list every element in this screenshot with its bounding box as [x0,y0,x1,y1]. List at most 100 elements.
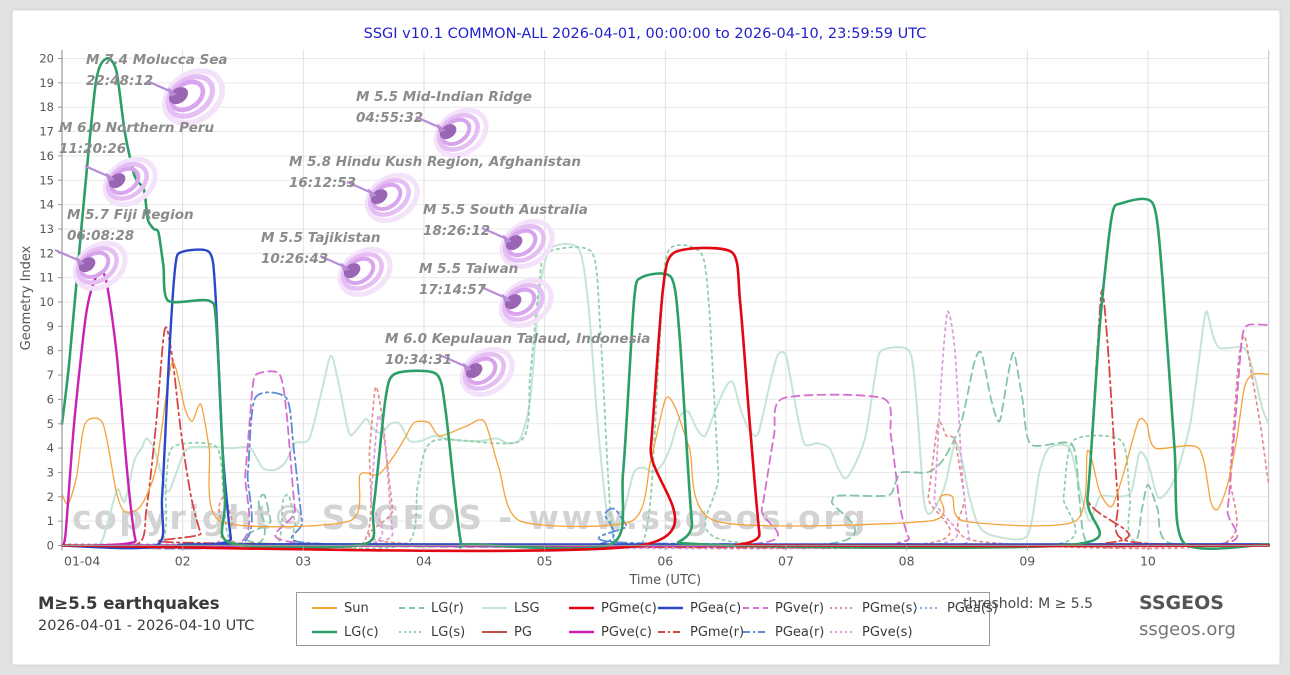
quake-label: M 5.7 Fiji Region [67,207,194,223]
legend-label: PGme(r) [690,624,745,640]
legend-label: PG [514,624,532,640]
legend-item-PGme(s): PGme(s) [829,601,918,616]
svg-text:09: 09 [1019,554,1035,569]
series-PGve(r) [61,323,1270,550]
legend-label: PGme(s) [862,600,918,616]
quake-annotation: M 6.0 Kepulauan Talaud, Indonesia 10:34:3… [385,329,650,371]
svg-text:15: 15 [39,173,54,187]
series-LG(r) [61,350,1270,549]
legend-item-PGve(c): PGve(c) [568,625,657,640]
svg-text:7: 7 [47,368,54,382]
earthquake-markers [54,68,555,397]
legend-swatch [399,607,424,609]
series-LSG [61,242,1270,548]
legend-item-PGme(r): PGme(r) [657,624,745,640]
legend-item-LG(r): LG(r) [398,601,481,616]
svg-text:4: 4 [47,441,54,455]
quake-spiral-icon [459,346,515,397]
legend-swatch [482,631,507,633]
quake-annotation: M 6.0 Northern Peru 11:20:26 [59,118,214,160]
chart-title: SSGI v10.1 COMMON-ALL 2026-04-01, 00:00:… [363,26,927,42]
series-PGea(c) [60,248,1270,550]
quake-time: 22:48:12 [86,73,154,89]
chart-card [12,10,1280,665]
svg-text:02: 02 [175,554,191,569]
legend-swatch [569,630,594,634]
svg-text:04: 04 [416,554,432,569]
series-Sun [61,361,1270,528]
quake-label: M 7.4 Molucca Sea [86,52,228,68]
legend-label: PGme(c) [601,600,657,616]
svg-text:06: 06 [657,554,673,569]
svg-text:19: 19 [39,76,54,90]
legend-item-PGea(s): PGea(s) [914,601,998,616]
quake-spiral-icon [162,68,226,126]
quake-spiral-icon [102,156,158,207]
svg-text:6: 6 [47,392,54,406]
svg-text:11: 11 [39,271,54,285]
svg-text:5: 5 [47,417,54,431]
quake-time: 18:26:12 [423,223,491,239]
events-title: M≥5.5 earthquakes [38,594,220,613]
quake-annotation: M 5.5 Taiwan 17:14:57 [419,259,518,301]
quake-annotation: M 5.8 Hindu Kush Region, Afghanistan 16:1… [289,152,581,194]
quake-time: 10:34:31 [385,352,453,368]
legend: Sun LG(r) LSG PGme(c) PGea(c) PGve(r) PGme(s) P… [296,592,998,646]
svg-text:9: 9 [47,319,54,333]
quake-label: M 5.5 Tajikistan [261,230,381,246]
legend-swatch [569,606,594,610]
svg-text:12: 12 [39,246,54,260]
quake-spiral-icon [498,277,554,328]
quake-spiral-icon [364,172,420,223]
legend-label: LG(r) [431,600,464,616]
legend-item-PGve(s): PGve(s) [829,625,914,640]
quake-time: 11:20:26 [59,141,127,157]
quake-label: M 6.0 Kepulauan Talaud, Indonesia [385,331,651,347]
svg-text:3: 3 [47,465,54,479]
quake-time: 16:12:53 [289,175,357,191]
svg-text:14: 14 [39,198,54,212]
quake-spiral-icon [499,218,555,269]
legend-item-Sun: Sun [311,601,398,616]
quake-spiral-icon [433,107,489,158]
legend-label: Sun [344,600,369,616]
legend-item-LG(s): LG(s) [398,625,481,640]
legend-item-LSG: LSG [481,601,568,616]
legend-swatch [915,607,940,609]
svg-text:2: 2 [47,490,54,504]
svg-text:13: 13 [39,222,54,236]
quake-time: 06:08:28 [67,228,135,244]
legend-label: LG(s) [431,624,466,640]
legend-item-PG: PG [481,625,568,640]
quake-annotation: M 5.5 Tajikistan 10:26:43 [261,228,381,270]
svg-text:07: 07 [778,554,794,569]
quake-annotation: M 5.5 South Australia 18:26:12 [423,200,588,242]
quake-annotation: M 5.7 Fiji Region 06:08:28 [67,205,194,247]
legend-swatch [658,606,683,610]
svg-text:16: 16 [39,149,54,163]
svg-text:0: 0 [47,539,54,553]
svg-text:10: 10 [39,295,54,309]
footer: M≥5.5 earthquakes 2026-04-01 - 2026-04-1… [0,588,1290,668]
legend-item-LG(c): LG(c) [311,625,398,640]
svg-text:08: 08 [899,554,915,569]
legend-item-PGve(r): PGve(r) [742,601,829,616]
quake-spiral-icon [337,246,393,297]
legend-label: PGve(s) [862,624,913,640]
gridlines [61,50,1270,546]
quake-annotation: M 5.5 Mid-Indian Ridge 04:55:32 [356,87,532,129]
legend-label: PGve(c) [601,624,652,640]
legend-swatch [482,607,507,609]
threshold-label: threshold: M ≥ 5.5 [963,596,1094,612]
svg-text:17: 17 [39,125,54,139]
quake-label: M 5.5 South Australia [423,202,588,218]
svg-text:10: 10 [1140,554,1156,569]
legend-swatch [743,607,768,609]
quake-label: M 5.8 Hindu Kush Region, Afghanistan [289,154,581,170]
legend-swatch [830,607,855,609]
legend-item-PGea(r): PGea(r) [742,625,829,640]
quake-label: M 5.5 Taiwan [419,261,519,277]
quake-time: 04:55:32 [356,110,424,126]
events-date-range: 2026-04-01 - 2026-04-10 UTC [38,618,255,634]
